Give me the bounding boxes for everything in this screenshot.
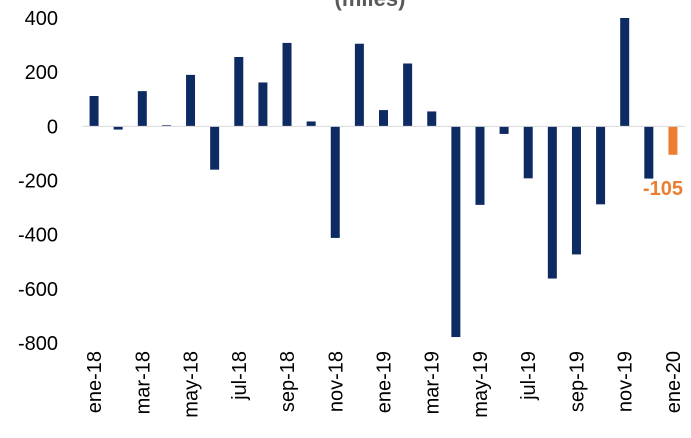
x-tick-label: sep-18 xyxy=(277,351,299,412)
bar-ene-19 xyxy=(379,110,388,127)
y-tick-label: -200 xyxy=(18,171,58,193)
x-tick-label: mar-18 xyxy=(132,351,154,414)
bar-ago-18 xyxy=(258,82,268,127)
x-tick-label: jul-19 xyxy=(518,351,540,401)
bar-feb-18 xyxy=(113,126,123,130)
bar-nov-18 xyxy=(330,126,340,238)
bar-abr-18 xyxy=(161,125,171,127)
x-tick-label: jul-18 xyxy=(229,351,251,401)
y-tick-label: -400 xyxy=(18,225,58,247)
bar-mar-19 xyxy=(427,111,437,127)
bar-jun-19 xyxy=(499,126,509,134)
y-tick-label: -800 xyxy=(18,333,58,355)
y-tick-label: 200 xyxy=(25,62,58,84)
x-tick-label: nov-18 xyxy=(325,351,347,412)
x-tick-label: sep-19 xyxy=(566,351,588,412)
y-tick-label: -600 xyxy=(18,279,58,301)
bar-sep-18 xyxy=(282,42,292,127)
x-tick-label: nov-19 xyxy=(615,351,637,412)
x-tick-label: may-18 xyxy=(181,351,203,418)
data-labels: -105 xyxy=(643,178,683,200)
bar-jul-18 xyxy=(234,57,244,127)
bar-series xyxy=(89,18,678,338)
bar-mar-18 xyxy=(137,91,147,127)
bar-ene-20 xyxy=(668,126,678,155)
bar-may-19 xyxy=(475,126,485,205)
bar-dic-19 xyxy=(644,126,654,179)
bar-may-18 xyxy=(186,74,196,127)
bar-feb-19 xyxy=(403,63,413,127)
y-tick-label: 0 xyxy=(47,116,58,138)
bar-jun-18 xyxy=(210,126,220,170)
bar-dic-18 xyxy=(354,43,364,127)
bar-sep-19 xyxy=(571,126,581,255)
data-label: -105 xyxy=(643,178,683,200)
x-tick-label: ene-19 xyxy=(374,351,396,413)
x-axis: ene-18 mar-18 may-18 jul-18 sep-18 nov-18 ene-… xyxy=(84,351,685,418)
bar-ene-18 xyxy=(89,96,99,127)
x-tick-label: ene-18 xyxy=(84,351,106,413)
y-tick-label: 400 xyxy=(25,8,58,30)
bar-nov-19 xyxy=(620,18,630,127)
bar-jul-19 xyxy=(523,126,533,179)
bar-abr-19 xyxy=(451,126,461,338)
y-axis: -800 -600 -400 -200 0 200 400 xyxy=(18,8,58,355)
x-tick-label: ene-20 xyxy=(663,351,685,413)
chart-title: (miles) xyxy=(335,0,406,11)
bar-ago-19 xyxy=(547,126,557,279)
x-tick-label: may-19 xyxy=(470,351,492,418)
x-tick-label: mar-19 xyxy=(422,351,444,414)
bar-oct-18 xyxy=(306,121,316,127)
bar-oct-19 xyxy=(596,126,606,205)
